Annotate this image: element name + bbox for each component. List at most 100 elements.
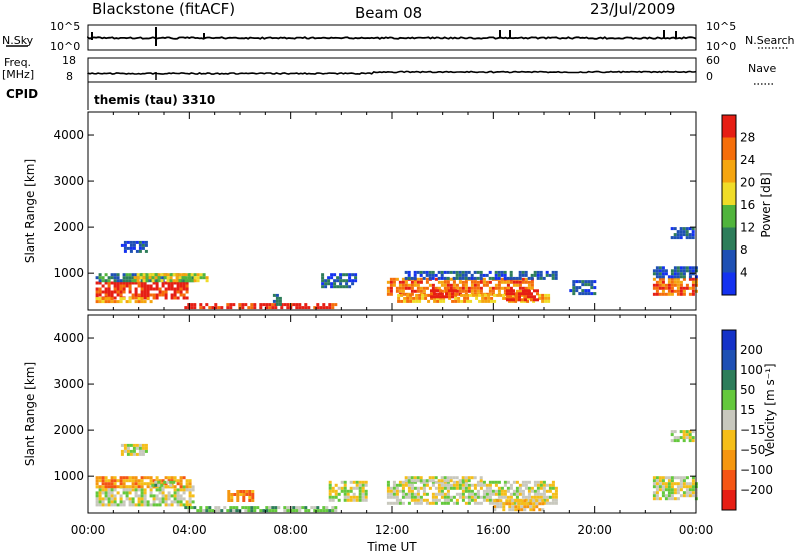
data-cell <box>199 306 203 310</box>
data-cell <box>413 273 417 277</box>
data-cell <box>682 485 686 489</box>
data-cell <box>493 299 497 303</box>
data-cell <box>140 494 144 498</box>
data-cell <box>274 509 278 513</box>
data-cell <box>407 479 411 483</box>
data-cell <box>143 287 147 291</box>
data-cell <box>487 293 491 297</box>
data-cell <box>400 293 404 297</box>
data-cell <box>152 296 156 300</box>
data-cell <box>334 495 338 499</box>
data-cell <box>164 494 168 498</box>
data-cell <box>664 497 668 501</box>
data-cell <box>113 284 117 288</box>
data-cell <box>512 276 516 280</box>
data-cell <box>506 283 510 287</box>
data-cell <box>122 476 126 480</box>
data-cell <box>508 505 512 509</box>
data-cell <box>119 279 123 283</box>
data-cell <box>517 505 521 509</box>
data-cell <box>158 287 162 291</box>
data-cell <box>161 482 165 486</box>
data-cell <box>652 269 656 273</box>
data-cell <box>143 500 147 504</box>
data-cell <box>154 483 158 487</box>
data-cell <box>488 483 492 487</box>
data-cell <box>422 289 426 293</box>
data-cell <box>190 306 194 310</box>
data-cell <box>469 293 473 297</box>
data-cell <box>155 293 159 297</box>
data-cell <box>413 283 417 287</box>
data-cell <box>491 286 495 290</box>
data-cell <box>185 284 189 288</box>
data-cell <box>143 476 147 480</box>
data-cell <box>137 479 141 483</box>
data-cell <box>544 299 548 303</box>
data-cell <box>271 303 275 307</box>
data-cell <box>467 495 471 499</box>
data-cell <box>343 492 347 496</box>
data-cell <box>389 289 393 293</box>
data-cell <box>132 449 136 453</box>
data-cell <box>530 489 534 493</box>
data-cell <box>481 299 485 303</box>
data-cell <box>479 276 483 280</box>
data-cell <box>298 303 302 307</box>
data-cell <box>271 306 275 310</box>
data-cell <box>95 479 99 483</box>
data-cell <box>334 509 338 513</box>
data-cell <box>331 303 335 307</box>
data-cell <box>170 296 174 300</box>
data-cell <box>682 233 686 237</box>
data-cell <box>250 306 254 310</box>
colorbar-tick-label: −15 <box>740 423 765 437</box>
data-cell <box>158 290 162 294</box>
data-cell <box>152 497 156 501</box>
data-cell <box>104 485 108 489</box>
data-cell <box>244 509 248 513</box>
data-cell <box>313 509 317 513</box>
data-cell <box>424 293 428 297</box>
data-cell <box>354 276 358 280</box>
data-cell <box>491 480 495 484</box>
data-cell <box>122 479 126 483</box>
data-cell <box>140 293 144 297</box>
data-cell <box>274 506 278 510</box>
data-cell <box>685 227 689 231</box>
data-cell <box>464 476 468 480</box>
data-cell <box>670 292 674 296</box>
data-cell <box>352 495 356 499</box>
data-cell <box>434 277 438 281</box>
data-cell <box>530 286 534 290</box>
data-cell <box>676 283 680 287</box>
data-cell <box>464 280 468 284</box>
data-cell <box>110 491 114 495</box>
data-cell <box>169 480 173 484</box>
data-cell <box>304 306 308 310</box>
data-cell <box>202 509 206 513</box>
data-cell <box>416 495 420 499</box>
data-cell <box>655 266 659 270</box>
data-cell <box>208 506 212 510</box>
data-cell <box>229 506 233 510</box>
data-cell <box>125 279 129 283</box>
power-data <box>95 227 698 310</box>
data-cell <box>446 276 450 280</box>
data-cell <box>119 290 123 294</box>
data-cell <box>138 240 142 244</box>
data-cell <box>679 488 683 492</box>
data-cell <box>176 296 180 300</box>
data-cell <box>670 277 674 281</box>
data-cell <box>141 246 145 250</box>
data-cell <box>217 509 221 513</box>
data-cell <box>461 280 465 284</box>
data-cell <box>155 281 159 285</box>
data-cell <box>691 289 695 293</box>
data-cell <box>416 486 420 490</box>
data-cell <box>328 489 332 493</box>
data-cell <box>251 496 255 499</box>
data-cell <box>403 296 407 300</box>
data-cell <box>220 306 224 310</box>
data-cell <box>551 276 555 280</box>
